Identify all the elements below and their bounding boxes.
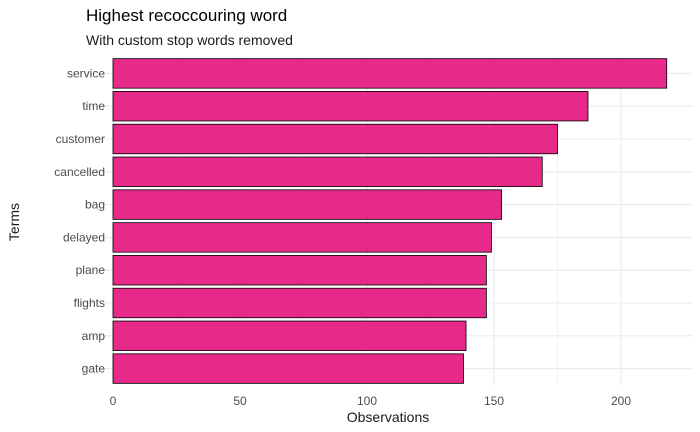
x-tick-label: 50: [233, 394, 247, 408]
x-tick-label: 200: [611, 394, 631, 408]
bar: [112, 287, 487, 319]
x-tick-label: 100: [357, 394, 377, 408]
bar: [112, 320, 467, 351]
bar: [112, 58, 668, 89]
y-tick-label: bag: [85, 198, 105, 212]
y-tick-label: gate: [82, 362, 106, 376]
bar: [112, 353, 464, 384]
x-tick-label: 0: [110, 394, 117, 408]
y-tick-label: delayed: [63, 230, 105, 244]
bar: [112, 222, 492, 253]
bar: [112, 156, 543, 187]
y-tick-label: cancelled: [54, 165, 105, 179]
bar: [112, 255, 487, 286]
y-axis-title: Terms: [6, 203, 22, 241]
x-axis-title: Observations: [347, 409, 429, 425]
y-tick-label: plane: [76, 263, 106, 277]
y-tick-label: flights: [74, 296, 105, 310]
bar: [112, 123, 558, 155]
bar: [112, 91, 589, 122]
y-tick-label: service: [67, 66, 105, 80]
bar: [112, 189, 503, 220]
y-tick-labels: service time customer cancelled bag delayed pl…: [54, 66, 105, 375]
x-tick-label: 150: [484, 394, 504, 408]
bars: [112, 58, 668, 384]
x-tick-labels: 0 50 100 150 200: [110, 394, 632, 408]
y-tick-label: customer: [56, 132, 105, 146]
chart-subtitle: With custom stop words removed: [86, 32, 293, 48]
chart-title: Highest recoccouring word: [86, 6, 288, 25]
y-tick-label: time: [82, 99, 105, 113]
y-tick-label: amp: [82, 329, 106, 343]
